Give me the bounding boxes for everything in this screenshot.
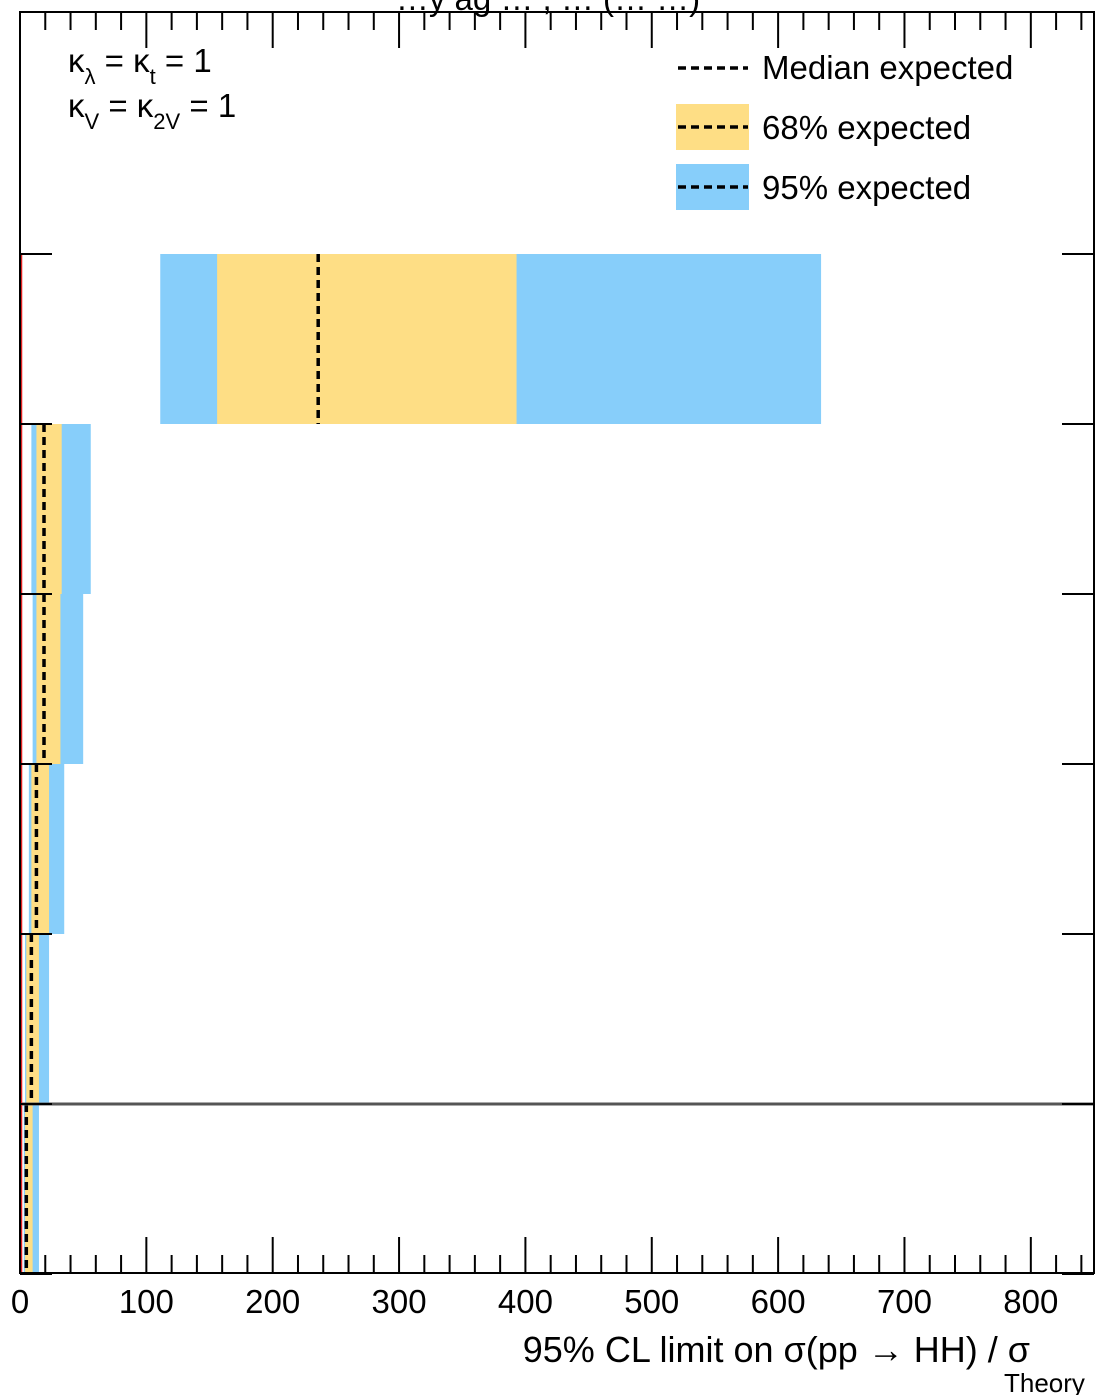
x-tick-label-600: 600 bbox=[751, 1283, 806, 1320]
x-axis-title: 95% CL limit on σ(pp → HH) / σ bbox=[523, 1329, 1030, 1370]
band-68-row-2 bbox=[36, 594, 61, 764]
x-tick-label-400: 400 bbox=[498, 1283, 553, 1320]
x-axis-ticks bbox=[19, 12, 1083, 1273]
legend: Median expected 68% expected 95% expecte… bbox=[676, 49, 1013, 210]
legend-median-label: Median expected bbox=[762, 49, 1013, 86]
band-68-row-0 bbox=[217, 254, 517, 424]
chart-header-text: …y ag … , … (… …) bbox=[396, 0, 700, 17]
band-68-row-3 bbox=[31, 764, 50, 934]
legend-95-swatch bbox=[676, 164, 749, 210]
plot-frame bbox=[19, 11, 1095, 1274]
frame-rect bbox=[19, 11, 1095, 1274]
limit-bands bbox=[23, 254, 822, 1274]
x-tick-labels: 0 100 200 300 400 500 600 700 800 bbox=[11, 1283, 1059, 1320]
band-68-row-1 bbox=[36, 424, 62, 594]
x-tick-label-0: 0 bbox=[11, 1283, 29, 1320]
x-tick-label-300: 300 bbox=[372, 1283, 427, 1320]
x-tick-label-500: 500 bbox=[624, 1283, 679, 1320]
x-tick-label-800: 800 bbox=[1003, 1283, 1058, 1320]
x-tick-label-200: 200 bbox=[245, 1283, 300, 1320]
x-axis-title-subscript: Theory bbox=[1004, 1368, 1085, 1395]
y-axis-ticks bbox=[20, 253, 1094, 1275]
legend-68-label: 68% expected bbox=[762, 109, 971, 146]
x-tick-label-700: 700 bbox=[877, 1283, 932, 1320]
legend-95-label: 95% expected bbox=[762, 169, 971, 206]
x-tick-label-100: 100 bbox=[119, 1283, 174, 1320]
legend-68-swatch bbox=[676, 104, 749, 150]
band-68-row-5 bbox=[25, 1104, 33, 1274]
kappa-lambda-annotation: κλ = κt = 1 bbox=[68, 42, 212, 89]
kappa-v-annotation: κV = κ2V = 1 bbox=[68, 87, 236, 134]
